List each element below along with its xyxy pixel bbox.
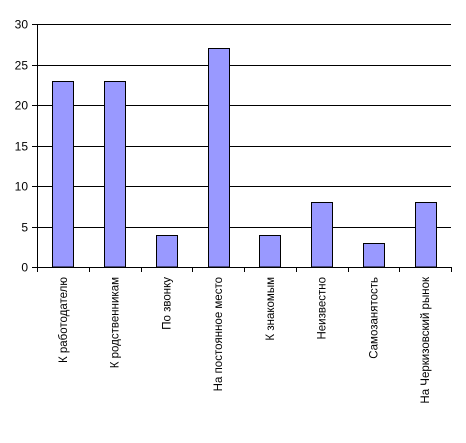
x-tick-label: К родственникам: [110, 277, 122, 368]
x-tick-label: К работодателю: [58, 277, 70, 363]
y-tick-label: 15: [15, 140, 29, 154]
x-tick-labels: К работодателю К родственникам По звонку На…: [58, 276, 432, 404]
y-tick-label: 5: [21, 221, 28, 235]
bar: [208, 48, 230, 268]
bar: [311, 202, 333, 268]
x-tick-label: На Черкизовский рынок: [420, 276, 432, 404]
y-tick-label: 0: [21, 261, 28, 275]
axes: [32, 24, 452, 272]
x-tick-label: Неизвестно: [317, 277, 329, 340]
bar: [156, 235, 178, 268]
y-tick-label: 25: [15, 59, 29, 73]
y-tick-labels: 0 5 10 15 20 25 30: [15, 18, 29, 275]
gridlines: [37, 24, 451, 228]
bar: [52, 81, 74, 268]
y-tick-label: 30: [15, 18, 29, 32]
bar: [104, 81, 126, 268]
y-tick-label: 20: [15, 99, 29, 113]
bar: [415, 202, 437, 268]
bar: [259, 235, 281, 268]
bars: [52, 48, 437, 268]
x-tick-label: К знакомым: [265, 277, 277, 341]
x-tick-label: По звонку: [161, 277, 173, 330]
x-tick-label: Самозанятость: [368, 277, 380, 359]
bar: [363, 243, 385, 268]
x-tick-label: На постоянное место: [213, 277, 225, 391]
y-tick-label: 10: [15, 180, 29, 194]
